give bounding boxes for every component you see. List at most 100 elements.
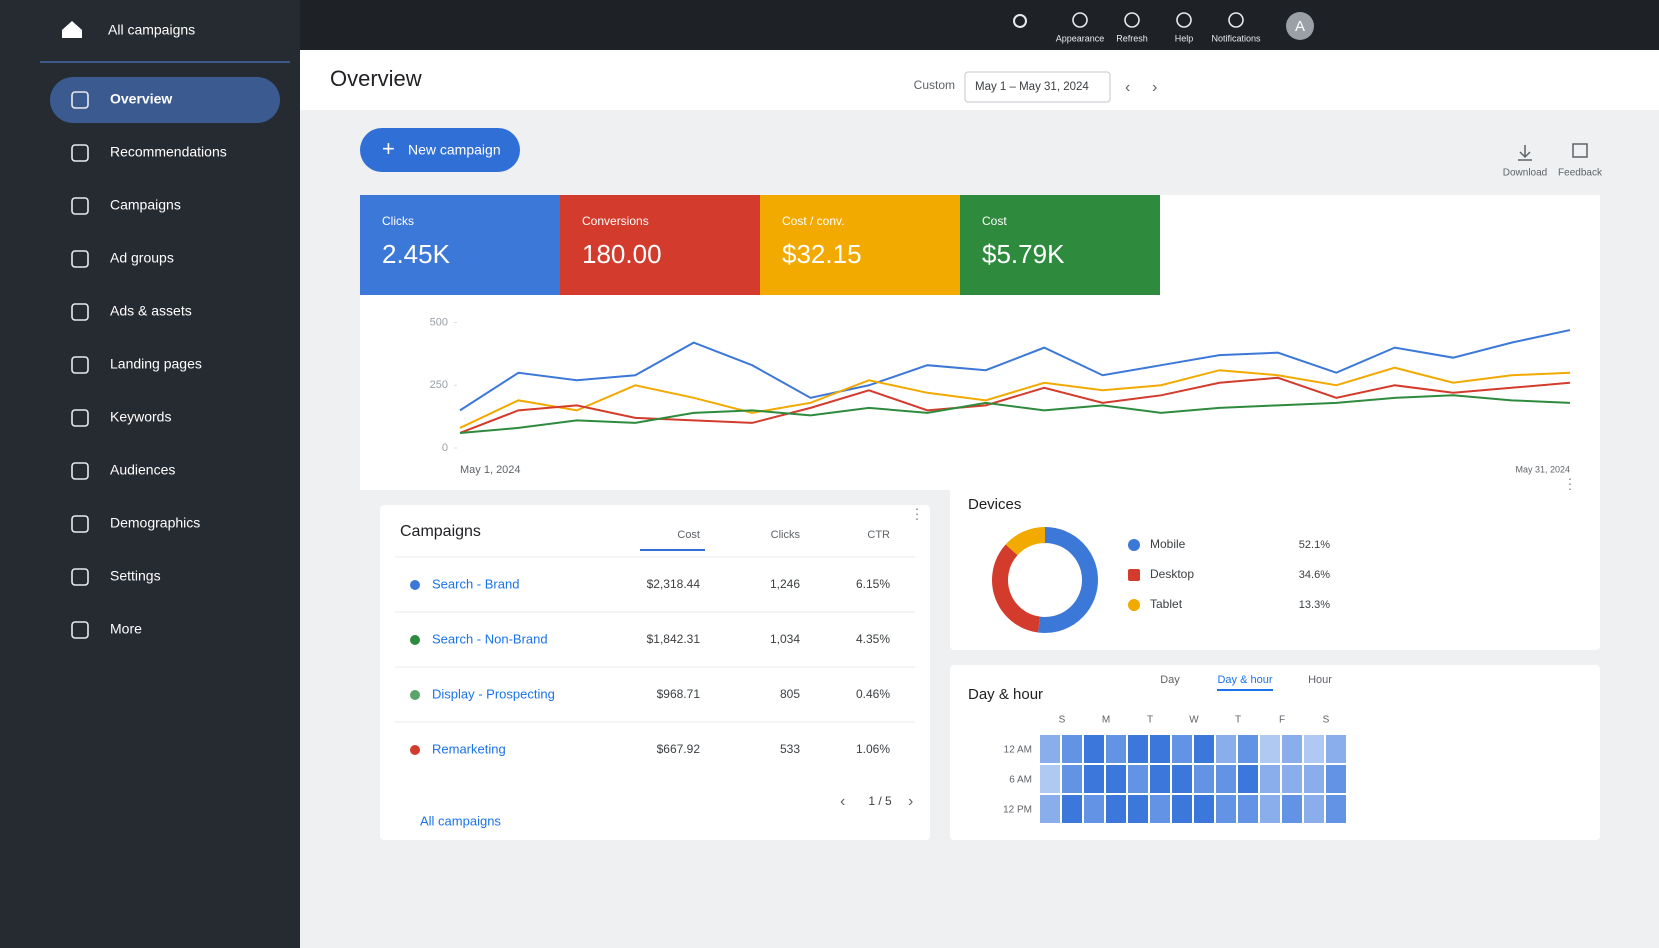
- metric-card[interactable]: [960, 195, 1160, 295]
- table-cell: $1,842.31: [647, 632, 701, 646]
- more-menu[interactable]: ⋮: [910, 506, 924, 522]
- heat-cell: [1040, 765, 1060, 793]
- day-label: T: [1147, 715, 1153, 726]
- nav-item[interactable]: Ad groups: [110, 250, 174, 266]
- toolbar-icon[interactable]: [1124, 12, 1140, 28]
- heat-cell: [1304, 735, 1324, 763]
- nav-icon: [71, 91, 89, 109]
- status-dot: [410, 635, 420, 645]
- nav-item[interactable]: Settings: [110, 568, 161, 584]
- legend-label: Desktop: [1150, 567, 1194, 581]
- column-header[interactable]: Clicks: [771, 529, 801, 541]
- more-menu[interactable]: ⋮: [1563, 476, 1577, 492]
- avatar[interactable]: [1286, 12, 1314, 40]
- nav-item[interactable]: Recommendations: [110, 144, 227, 160]
- prev-page[interactable]: ‹: [840, 793, 845, 810]
- search-icon[interactable]: [1013, 14, 1027, 28]
- prev-range[interactable]: ‹: [1125, 79, 1130, 96]
- campaign-name[interactable]: Remarketing: [432, 741, 506, 756]
- metric-label[interactable]: Clicks: [382, 214, 414, 228]
- nav-icon: [71, 621, 89, 639]
- nav-icon: [71, 515, 89, 533]
- nav-item[interactable]: Landing pages: [110, 356, 202, 372]
- nav-item[interactable]: Demographics: [110, 515, 200, 531]
- range-type: Custom: [914, 78, 955, 92]
- metric-label[interactable]: Cost: [982, 214, 1007, 228]
- toolbar-icon[interactable]: [1072, 12, 1088, 28]
- account-name[interactable]: All campaigns: [108, 22, 195, 38]
- heat-cell: [1150, 795, 1170, 823]
- toolbar-label[interactable]: Notifications: [1211, 33, 1261, 43]
- download-label[interactable]: Download: [1503, 168, 1547, 179]
- legend-value: 34.6%: [1299, 569, 1330, 581]
- nav-item[interactable]: Keywords: [110, 409, 171, 425]
- toolbar-label[interactable]: Help: [1175, 33, 1194, 43]
- nav-item[interactable]: Overview: [110, 91, 172, 107]
- heat-cell: [1172, 795, 1192, 823]
- line-series: [459, 394, 1571, 434]
- tab[interactable]: Day & hour: [1217, 674, 1272, 686]
- feedback-label[interactable]: Feedback: [1558, 168, 1603, 179]
- metric-card[interactable]: [760, 195, 960, 295]
- heat-cell: [1282, 795, 1302, 823]
- date-picker[interactable]: [964, 71, 1111, 103]
- nav-icon: [71, 197, 89, 215]
- heat-cell: [1326, 735, 1346, 763]
- heat-cell: [1260, 795, 1280, 823]
- footer-link[interactable]: All campaigns: [420, 813, 501, 828]
- nav-item[interactable]: Campaigns: [110, 197, 181, 213]
- campaign-name[interactable]: Display - Prospecting: [432, 686, 555, 701]
- table-cell: 0.46%: [856, 687, 890, 701]
- y-tick-label: 500: [430, 316, 448, 328]
- day-label: S: [1059, 715, 1066, 726]
- heat-cell: [1260, 735, 1280, 763]
- heat-cell: [1172, 765, 1192, 793]
- nav-icon: [71, 568, 89, 586]
- legend-swatch: [1128, 569, 1140, 581]
- nav-item[interactable]: Ads & assets: [110, 303, 192, 319]
- legend-label: Tablet: [1150, 597, 1183, 611]
- new-campaign-button[interactable]: [360, 128, 520, 172]
- legend-value: 52.1%: [1299, 539, 1330, 551]
- heat-cell: [1194, 735, 1214, 763]
- toolbar-label[interactable]: Appearance: [1056, 33, 1105, 43]
- campaigns-card: [380, 505, 930, 840]
- legend-swatch: [1128, 599, 1140, 611]
- column-header[interactable]: Cost: [677, 529, 700, 541]
- toolbar-icon[interactable]: [1228, 12, 1244, 28]
- date-range[interactable]: May 1 – May 31, 2024: [975, 81, 1089, 93]
- heat-cell: [1084, 795, 1104, 823]
- nav-item[interactable]: Audiences: [110, 462, 175, 478]
- legend-value: 13.3%: [1299, 599, 1330, 611]
- toolbar-icon[interactable]: [1176, 12, 1192, 28]
- tab[interactable]: Hour: [1308, 674, 1332, 686]
- toolbar-label[interactable]: Refresh: [1116, 33, 1148, 43]
- next-range[interactable]: ›: [1152, 79, 1157, 96]
- heat-cell: [1216, 765, 1236, 793]
- campaign-name[interactable]: Search - Brand: [432, 576, 519, 591]
- heat-cell: [1216, 735, 1236, 763]
- heat-cell: [1194, 765, 1214, 793]
- tab[interactable]: Day: [1160, 674, 1180, 686]
- x-start-label: May 1, 2024: [460, 464, 521, 476]
- heat-cell: [1106, 735, 1126, 763]
- table-cell: 4.35%: [856, 632, 890, 646]
- metric-card[interactable]: [360, 195, 560, 295]
- new-campaign-label: New campaign: [408, 142, 501, 158]
- campaign-name[interactable]: Search - Non-Brand: [432, 631, 548, 646]
- line-series: [459, 376, 1571, 434]
- column-header[interactable]: CTR: [867, 529, 890, 541]
- card-title: Devices: [968, 496, 1021, 513]
- next-page[interactable]: ›: [908, 793, 913, 810]
- metric-label[interactable]: Conversions: [582, 214, 649, 228]
- metric-label[interactable]: Cost / conv.: [782, 214, 844, 228]
- heat-cell: [1040, 795, 1060, 823]
- nav-item[interactable]: More: [110, 621, 142, 637]
- metric-card[interactable]: [560, 195, 760, 295]
- heat-cell: [1282, 765, 1302, 793]
- line-series: [459, 366, 1571, 429]
- heat-cell: [1238, 765, 1258, 793]
- heat-cell: [1260, 765, 1280, 793]
